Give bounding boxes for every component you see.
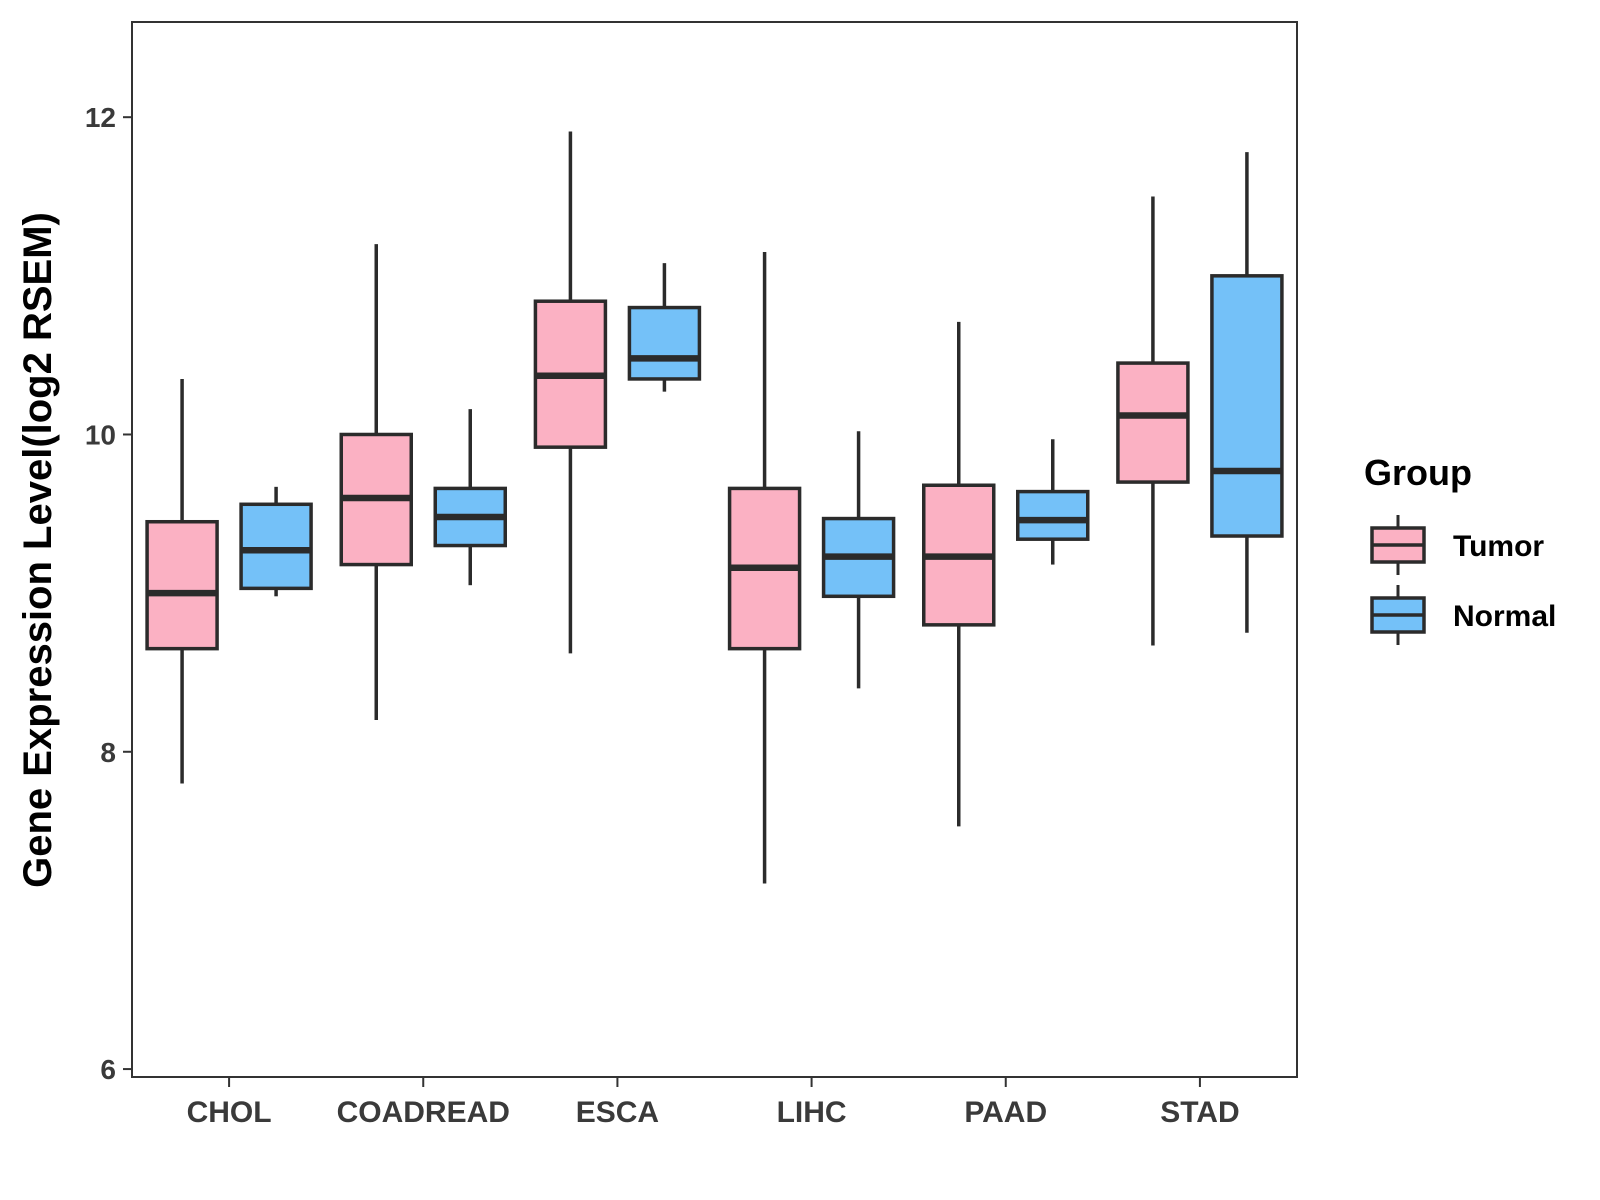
box-normal-lihc: [821, 431, 896, 689]
x-tick-label: ESCA: [576, 1096, 659, 1129]
y-axis-title: Gene Expression Level(log2 RSEM): [16, 212, 60, 888]
legend: Group Tumor Normal: [1364, 452, 1556, 645]
iqr-box: [1116, 361, 1190, 484]
y-tick-label: 8: [100, 737, 116, 768]
box-tumor-paad: [922, 321, 996, 827]
box-tumor-lihc: [727, 252, 802, 884]
legend-title: Group: [1364, 452, 1472, 493]
x-tick-label: STAD: [1160, 1096, 1239, 1129]
iqr-box: [1210, 274, 1284, 538]
y-tick-label: 6: [100, 1054, 116, 1085]
x-axis: CHOL COADREAD ESCA LIHC PAAD STAD: [187, 1077, 1240, 1129]
box-tumor-esca: [533, 131, 608, 654]
x-tick-label: COADREAD: [337, 1096, 510, 1129]
x-tick-label: CHOL: [187, 1096, 272, 1129]
y-tick-label: 12: [85, 102, 116, 133]
iqr-box: [627, 305, 702, 381]
iqr-box: [145, 519, 219, 651]
plot-panel-border: [131, 21, 1298, 1078]
legend-entry-tumor: Tumor: [1370, 515, 1544, 575]
y-axis: 6 8 10 12: [85, 102, 132, 1085]
iqr-box: [1016, 489, 1090, 541]
box-tumor-stad: [1116, 196, 1190, 646]
iqr-box: [239, 502, 313, 591]
x-tick-label: PAAD: [964, 1096, 1047, 1129]
box-tumor-chol: [145, 378, 219, 784]
box-normal-esca: [627, 263, 702, 392]
box-normal-paad: [1016, 439, 1090, 565]
y-tick-label: 10: [85, 419, 116, 450]
box-normal-chol: [239, 486, 313, 597]
legend-entry-normal: Normal: [1370, 585, 1556, 645]
x-tick-label: LIHC: [777, 1096, 847, 1129]
box-normal-stad: [1210, 152, 1284, 633]
box-normal-coadread: [433, 409, 507, 586]
box-tumor-coadread: [339, 244, 413, 721]
legend-label: Normal: [1453, 600, 1556, 633]
boxes-layer: [145, 131, 1284, 884]
legend-label: Tumor: [1453, 530, 1544, 563]
